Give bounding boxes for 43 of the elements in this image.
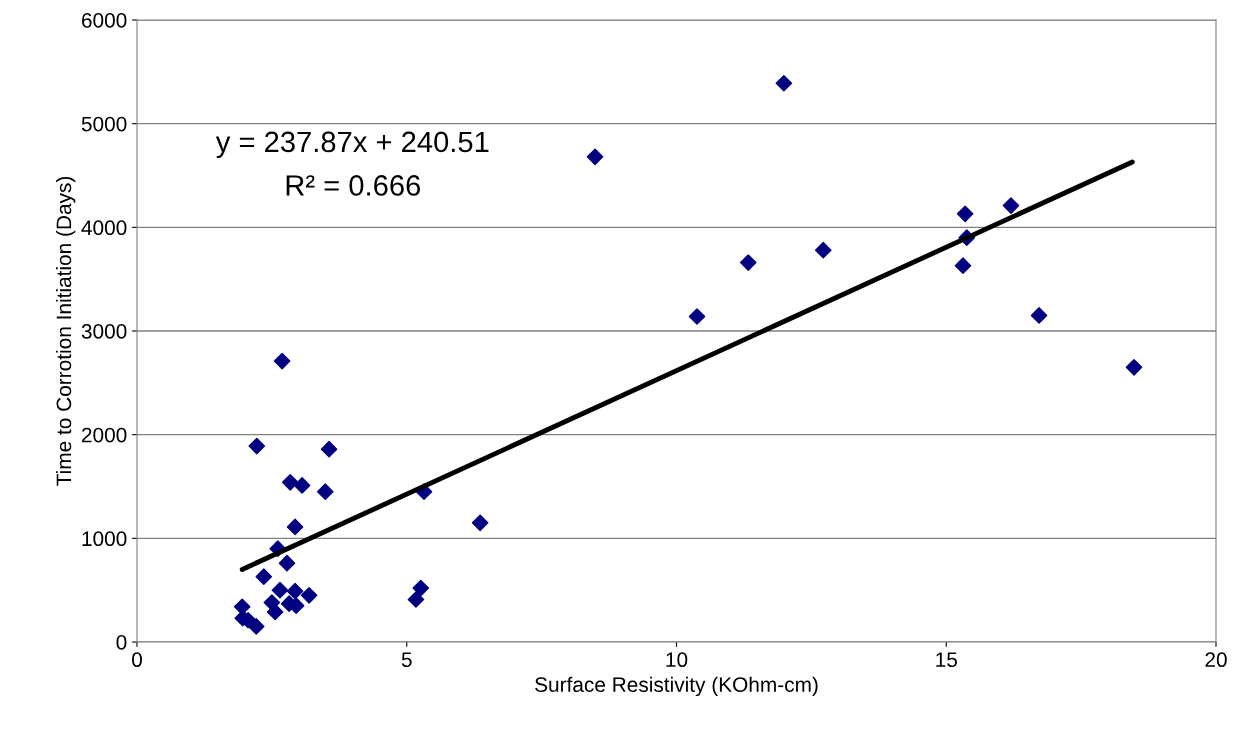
point xyxy=(1125,358,1143,376)
point xyxy=(248,437,266,455)
y-tick-label: 3000 xyxy=(81,324,127,339)
y-tick-label: 0 xyxy=(116,635,127,650)
point xyxy=(412,579,430,597)
point xyxy=(278,554,296,572)
x-axis-title: Surface Resistivity (KOhm-cm) xyxy=(535,676,818,697)
point xyxy=(286,518,304,536)
x-tick-label: 0 xyxy=(132,652,142,668)
point xyxy=(255,568,273,585)
point xyxy=(293,477,311,494)
y-tick-label: 1000 xyxy=(82,531,127,547)
y-tick-label: 4000 xyxy=(81,220,127,236)
x-tick-label: 10 xyxy=(666,652,688,668)
point xyxy=(286,582,304,600)
y-tick-label: 6000 xyxy=(81,13,127,28)
x-tick-label: 20 xyxy=(1205,652,1227,668)
point xyxy=(407,591,425,608)
point xyxy=(1002,197,1020,214)
point xyxy=(266,603,284,621)
point xyxy=(739,254,757,271)
point xyxy=(954,257,972,274)
x-tick-label: 5 xyxy=(401,652,412,668)
point xyxy=(814,241,832,259)
y-axis-title: Time to Corrotion Initiation (Days) xyxy=(55,176,76,486)
point xyxy=(956,205,974,223)
y-tick-label: 2000 xyxy=(81,427,127,443)
point xyxy=(281,474,299,491)
point xyxy=(586,148,604,166)
point xyxy=(775,74,793,92)
point xyxy=(273,352,291,370)
point xyxy=(471,514,489,532)
point xyxy=(316,483,334,500)
annotation: y = 237.87x + 240.51 xyxy=(215,131,489,158)
point xyxy=(247,618,265,635)
point xyxy=(688,308,706,325)
point xyxy=(320,440,338,458)
point xyxy=(1030,307,1048,324)
y-tick-label: 5000 xyxy=(81,116,127,132)
x-tick-label: 15 xyxy=(936,652,957,668)
annotation: R² = 0.666 xyxy=(286,175,421,196)
point xyxy=(271,581,289,599)
point xyxy=(300,587,318,604)
